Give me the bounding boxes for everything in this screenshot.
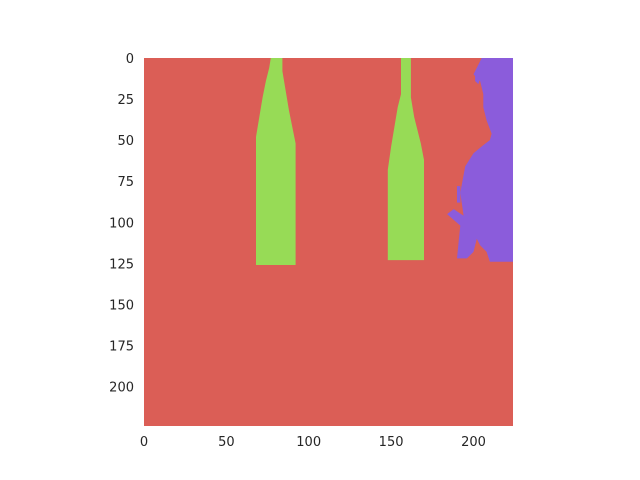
y-tick-label: 100: [109, 216, 134, 231]
figure-region-5: [475, 74, 481, 85]
y-axis-ticks: 0 25 50 75 100 125 150 175 200: [109, 52, 134, 396]
y-tick-label: 50: [117, 134, 134, 149]
figure-region-4: [457, 186, 461, 203]
x-tick-label: 150: [379, 435, 404, 450]
y-tick-label: 0: [126, 52, 134, 67]
x-tick-label: 50: [218, 435, 235, 450]
y-tick-label: 175: [109, 340, 134, 355]
background-region: [144, 58, 513, 426]
y-tick-label: 150: [109, 298, 134, 313]
y-tick-label: 125: [109, 257, 134, 272]
bottles-region-2: [387, 58, 424, 261]
x-tick-label: 100: [296, 435, 321, 450]
x-tick-label: 0: [140, 435, 148, 450]
figure-region-3: [447, 58, 513, 262]
segmentation-image: [144, 58, 513, 426]
x-axis-ticks: 0 50 100 150 200: [140, 435, 486, 450]
x-tick-label: 200: [461, 435, 486, 450]
y-tick-label: 25: [117, 93, 134, 108]
y-tick-label: 75: [117, 175, 134, 190]
bottles-region-1: [256, 58, 296, 265]
y-tick-label: 200: [109, 381, 134, 396]
